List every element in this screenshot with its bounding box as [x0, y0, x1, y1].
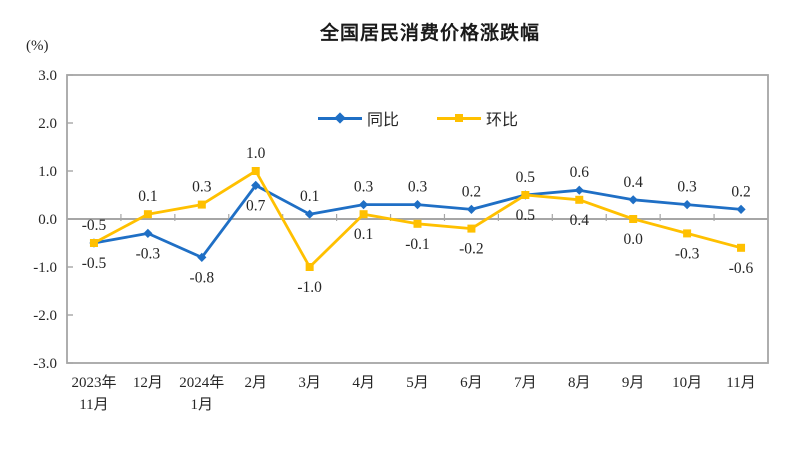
y-axis-tick-label: -1.0 [33, 260, 57, 276]
marker-yoy [251, 180, 261, 190]
marker-yoy [412, 200, 423, 210]
data-label-mom: -1.0 [297, 279, 322, 296]
x-axis-label: 8月 [568, 375, 591, 391]
data-label-mom: 0.4 [570, 212, 590, 229]
legend-label-yoy: 同比 [366, 112, 399, 129]
marker-mom [467, 224, 476, 233]
data-label-yoy: 0.3 [408, 179, 428, 196]
legend-label-mom: 环比 [486, 112, 519, 129]
marker-yoy [197, 252, 207, 262]
x-axis-label: 7月 [514, 375, 537, 391]
y-axis-tick-label: 0.0 [38, 212, 57, 228]
legend-item-mom: 环比 [437, 106, 518, 130]
mom-square-marker-icon [455, 114, 463, 122]
marker-yoy [736, 204, 746, 214]
data-label-yoy: 0.1 [300, 188, 319, 205]
x-axis-label: 9月 [622, 375, 645, 391]
data-label-yoy: 0.6 [570, 164, 590, 181]
data-label-mom: 0.0 [624, 231, 644, 248]
marker-yoy [682, 200, 692, 210]
data-label-yoy: -0.5 [82, 255, 107, 272]
data-label-yoy: 0.2 [731, 183, 750, 200]
marker-mom [197, 200, 206, 209]
marker-mom [143, 210, 152, 219]
marker-yoy [628, 195, 638, 205]
data-label-yoy: -0.8 [190, 269, 215, 286]
x-axis-label: 4月 [352, 375, 375, 391]
marker-mom [683, 229, 692, 238]
data-label-mom: 1.0 [246, 145, 266, 162]
x-axis-label: 12月 [133, 375, 163, 391]
data-label-mom: -0.5 [82, 217, 107, 234]
marker-yoy [358, 200, 369, 210]
x-axis-label: 5月 [406, 375, 429, 391]
marker-mom [359, 210, 368, 219]
y-axis-tick-label: 1.0 [38, 164, 57, 180]
data-label-mom: 0.5 [516, 207, 536, 224]
data-label-mom: -0.1 [405, 236, 430, 253]
data-label-yoy: -0.3 [136, 245, 161, 262]
y-axis-tick-label: 2.0 [38, 116, 57, 132]
y-axis-tick-label: 3.0 [38, 68, 57, 84]
data-label-yoy: 0.3 [354, 179, 374, 196]
data-label-mom: 0.3 [192, 179, 212, 196]
marker-yoy [305, 209, 315, 219]
data-label-mom: -0.2 [459, 241, 484, 258]
x-axis-label: 2月 [244, 375, 267, 391]
chart-legend: 同比 环比 [0, 106, 800, 130]
data-label-yoy: 0.2 [462, 183, 481, 200]
marker-mom [575, 195, 584, 204]
y-axis-unit-label: (%) [26, 38, 49, 54]
data-label-yoy: 0.7 [246, 197, 266, 214]
x-axis-label: 2023年 11月 [71, 374, 116, 413]
x-axis-label: 3月 [298, 375, 321, 391]
marker-mom [521, 191, 530, 199]
x-axis-label: 6月 [460, 375, 483, 391]
yoy-line-diamond-swatch [317, 111, 362, 125]
marker-mom [413, 219, 422, 228]
mom-line-square-swatch [437, 111, 481, 125]
legend-item-yoy: 同比 [317, 106, 399, 130]
data-label-yoy: 0.4 [624, 174, 644, 191]
data-label-mom: 0.1 [138, 188, 157, 205]
data-label-mom: -0.3 [675, 245, 700, 262]
marker-yoy [466, 204, 477, 214]
marker-yoy [143, 228, 153, 238]
yoy-diamond-marker-icon [334, 112, 346, 124]
y-axis-tick-label: -2.0 [33, 308, 57, 324]
marker-mom [629, 215, 638, 223]
marker-mom [737, 243, 746, 252]
data-label-yoy: 0.5 [516, 169, 536, 186]
x-axis-label: 10月 [672, 375, 702, 391]
data-label-mom: 0.1 [354, 226, 373, 243]
y-axis-tick-label: -3.0 [33, 356, 57, 372]
marker-mom [305, 263, 314, 271]
marker-yoy [574, 185, 584, 195]
chart-title: 全国居民消费价格涨跌幅 [319, 23, 540, 44]
data-label-mom: -0.6 [729, 260, 754, 277]
data-label-yoy: 0.3 [677, 179, 697, 196]
marker-mom [251, 167, 260, 175]
x-axis-label: 11月 [726, 375, 755, 391]
marker-mom [89, 239, 98, 247]
x-axis-label: 2024年 1月 [179, 374, 224, 413]
